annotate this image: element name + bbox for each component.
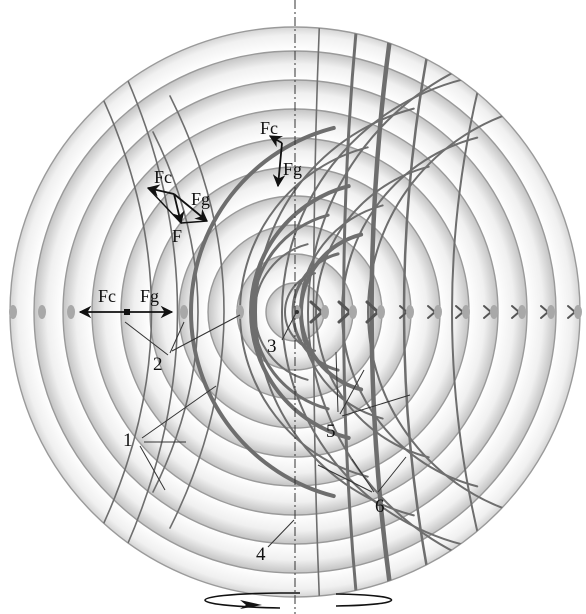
- fc-diag-label: Fc: [154, 167, 172, 187]
- node-5: [180, 305, 188, 319]
- callout-axis: 4: [256, 544, 266, 565]
- node-14: [490, 305, 498, 319]
- field-line-3: [369, 27, 397, 597]
- callout-field-lines: 6: [375, 496, 385, 517]
- field-line-2: [342, 27, 360, 597]
- callout-center: 3: [267, 336, 277, 357]
- callout-nodes: 2: [153, 354, 163, 375]
- field-arc-13: [280, 78, 464, 546]
- fg-top-arrow: [272, 142, 286, 188]
- force-vectors: [78, 135, 286, 319]
- fg-right-label: Fg: [140, 286, 159, 306]
- field-arc-11: [254, 107, 415, 517]
- field-arc-18: [169, 95, 225, 529]
- node-17: [574, 305, 582, 319]
- field-arc-6: [248, 184, 351, 440]
- f-resultant-label: F: [172, 226, 182, 246]
- fc-top-label: Fc: [260, 118, 278, 138]
- fg-diag-arrow: [173, 193, 208, 222]
- field-line-1: [312, 27, 321, 597]
- fc-left-label: Fc: [98, 286, 116, 306]
- fg-top-label: Fg: [283, 159, 302, 179]
- node-9: [349, 305, 357, 319]
- rotation-arrow-icon: [204, 592, 392, 609]
- fg-diag-label: Fg: [191, 189, 210, 209]
- node-3: [67, 305, 75, 319]
- node-16: [547, 305, 555, 319]
- field-arc-19: [109, 41, 179, 583]
- fc-top-arrow: [268, 135, 283, 148]
- node-row: [9, 305, 582, 319]
- field-arc-15: [306, 49, 512, 575]
- field-arc-14: [366, 107, 527, 517]
- callout-arc-lines: 5: [326, 421, 336, 442]
- field-arc-7: [188, 125, 336, 499]
- node-8: [321, 305, 329, 319]
- f-resultant-arrow: [172, 193, 185, 225]
- node-10: [377, 305, 385, 319]
- node-2: [38, 305, 46, 319]
- node-15: [518, 305, 526, 319]
- node-1: [9, 305, 17, 319]
- callout-leaders: [124, 310, 411, 548]
- field-line-5: [451, 27, 501, 597]
- node-13: [462, 305, 470, 319]
- node-11: [406, 305, 414, 319]
- callout-rings: 1: [123, 430, 133, 451]
- fc-diag-arrow: [146, 184, 175, 197]
- field-line-4: [402, 27, 438, 597]
- node-12: [434, 305, 442, 319]
- field-arc-16: [152, 131, 199, 493]
